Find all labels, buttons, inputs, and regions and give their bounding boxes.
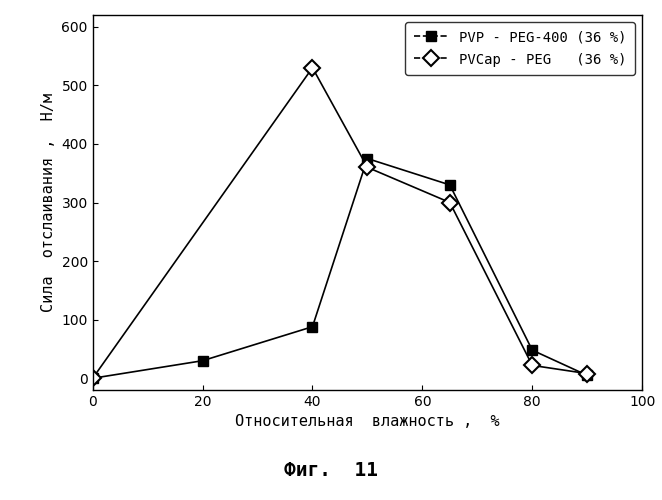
PVP - PEG-400 (36 %) — [308, 324, 316, 330]
PVP - PEG-400 (36 %) — [89, 376, 97, 382]
PVP - PEG-400 (36 %) — [199, 358, 207, 364]
PVCap - PEG   (36 %) — [446, 200, 454, 205]
PVP - PEG-400 (36 %) — [528, 347, 536, 353]
Line: PVP - PEG-400 (36 %): PVP - PEG-400 (36 %) — [88, 154, 592, 383]
Legend: PVP - PEG-400 (36 %), PVCap - PEG   (36 %): PVP - PEG-400 (36 %), PVCap - PEG (36 %) — [405, 22, 636, 75]
X-axis label: Относительная  влажность ,  %: Относительная влажность , % — [235, 414, 500, 430]
PVCap - PEG   (36 %) — [363, 164, 371, 170]
Line: PVCap - PEG   (36 %): PVCap - PEG (36 %) — [87, 62, 592, 384]
PVCap - PEG   (36 %) — [583, 370, 591, 376]
PVCap - PEG   (36 %) — [308, 64, 316, 70]
PVP - PEG-400 (36 %) — [583, 372, 591, 378]
PVP - PEG-400 (36 %) — [363, 156, 371, 162]
PVCap - PEG   (36 %) — [89, 376, 97, 382]
PVP - PEG-400 (36 %) — [446, 182, 454, 188]
Y-axis label: Сила  отслаивания ,  Н/м: Сила отслаивания , Н/м — [41, 93, 56, 312]
PVCap - PEG   (36 %) — [528, 362, 536, 368]
Text: Фиг.  11: Фиг. 11 — [284, 460, 378, 479]
